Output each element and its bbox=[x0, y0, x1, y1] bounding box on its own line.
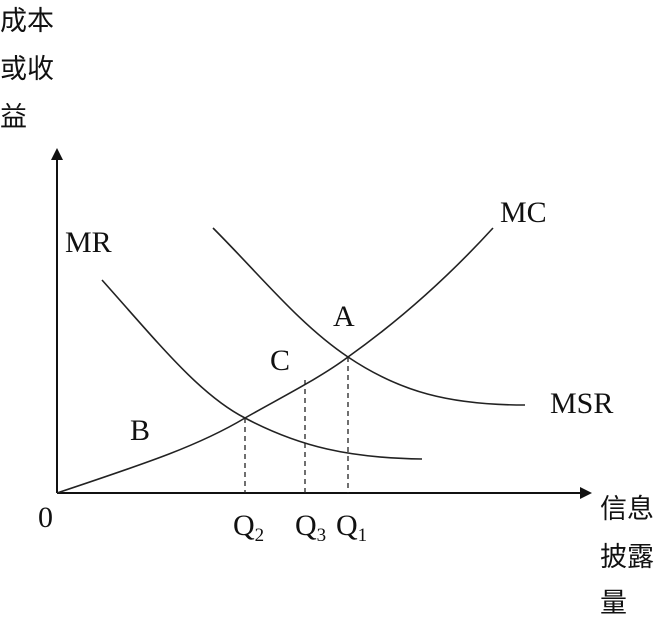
x-axis-label: 量 bbox=[600, 588, 627, 619]
msr-label: MSR bbox=[550, 387, 613, 420]
mc-label: MC bbox=[500, 196, 547, 229]
origin-label: 0 bbox=[38, 501, 53, 534]
q-main: Q bbox=[336, 509, 358, 542]
q-sub: 2 bbox=[255, 525, 265, 546]
q-main: Q bbox=[295, 509, 317, 542]
q-sub: 1 bbox=[358, 525, 368, 546]
mc-curve bbox=[56, 227, 494, 494]
mr-label: MR bbox=[65, 226, 112, 259]
q-main: Q bbox=[233, 509, 255, 542]
y-axis-label: 益 bbox=[0, 102, 27, 133]
mr-curve bbox=[101, 279, 423, 460]
y-axis-label: 或收 bbox=[0, 54, 54, 85]
point-label: B bbox=[130, 414, 150, 447]
q-label: Q1 bbox=[336, 509, 367, 546]
point-label: C bbox=[270, 344, 290, 377]
x-axis-label: 信息 bbox=[600, 494, 654, 525]
x-axis-label: 披露 bbox=[600, 542, 654, 573]
q-label: Q2 bbox=[233, 509, 264, 546]
q-sub: 3 bbox=[317, 525, 327, 546]
msr-curve bbox=[212, 227, 526, 406]
point-label: A bbox=[333, 300, 355, 333]
y-axis-label: 成本 bbox=[0, 6, 54, 37]
q-label: Q3 bbox=[295, 509, 326, 546]
